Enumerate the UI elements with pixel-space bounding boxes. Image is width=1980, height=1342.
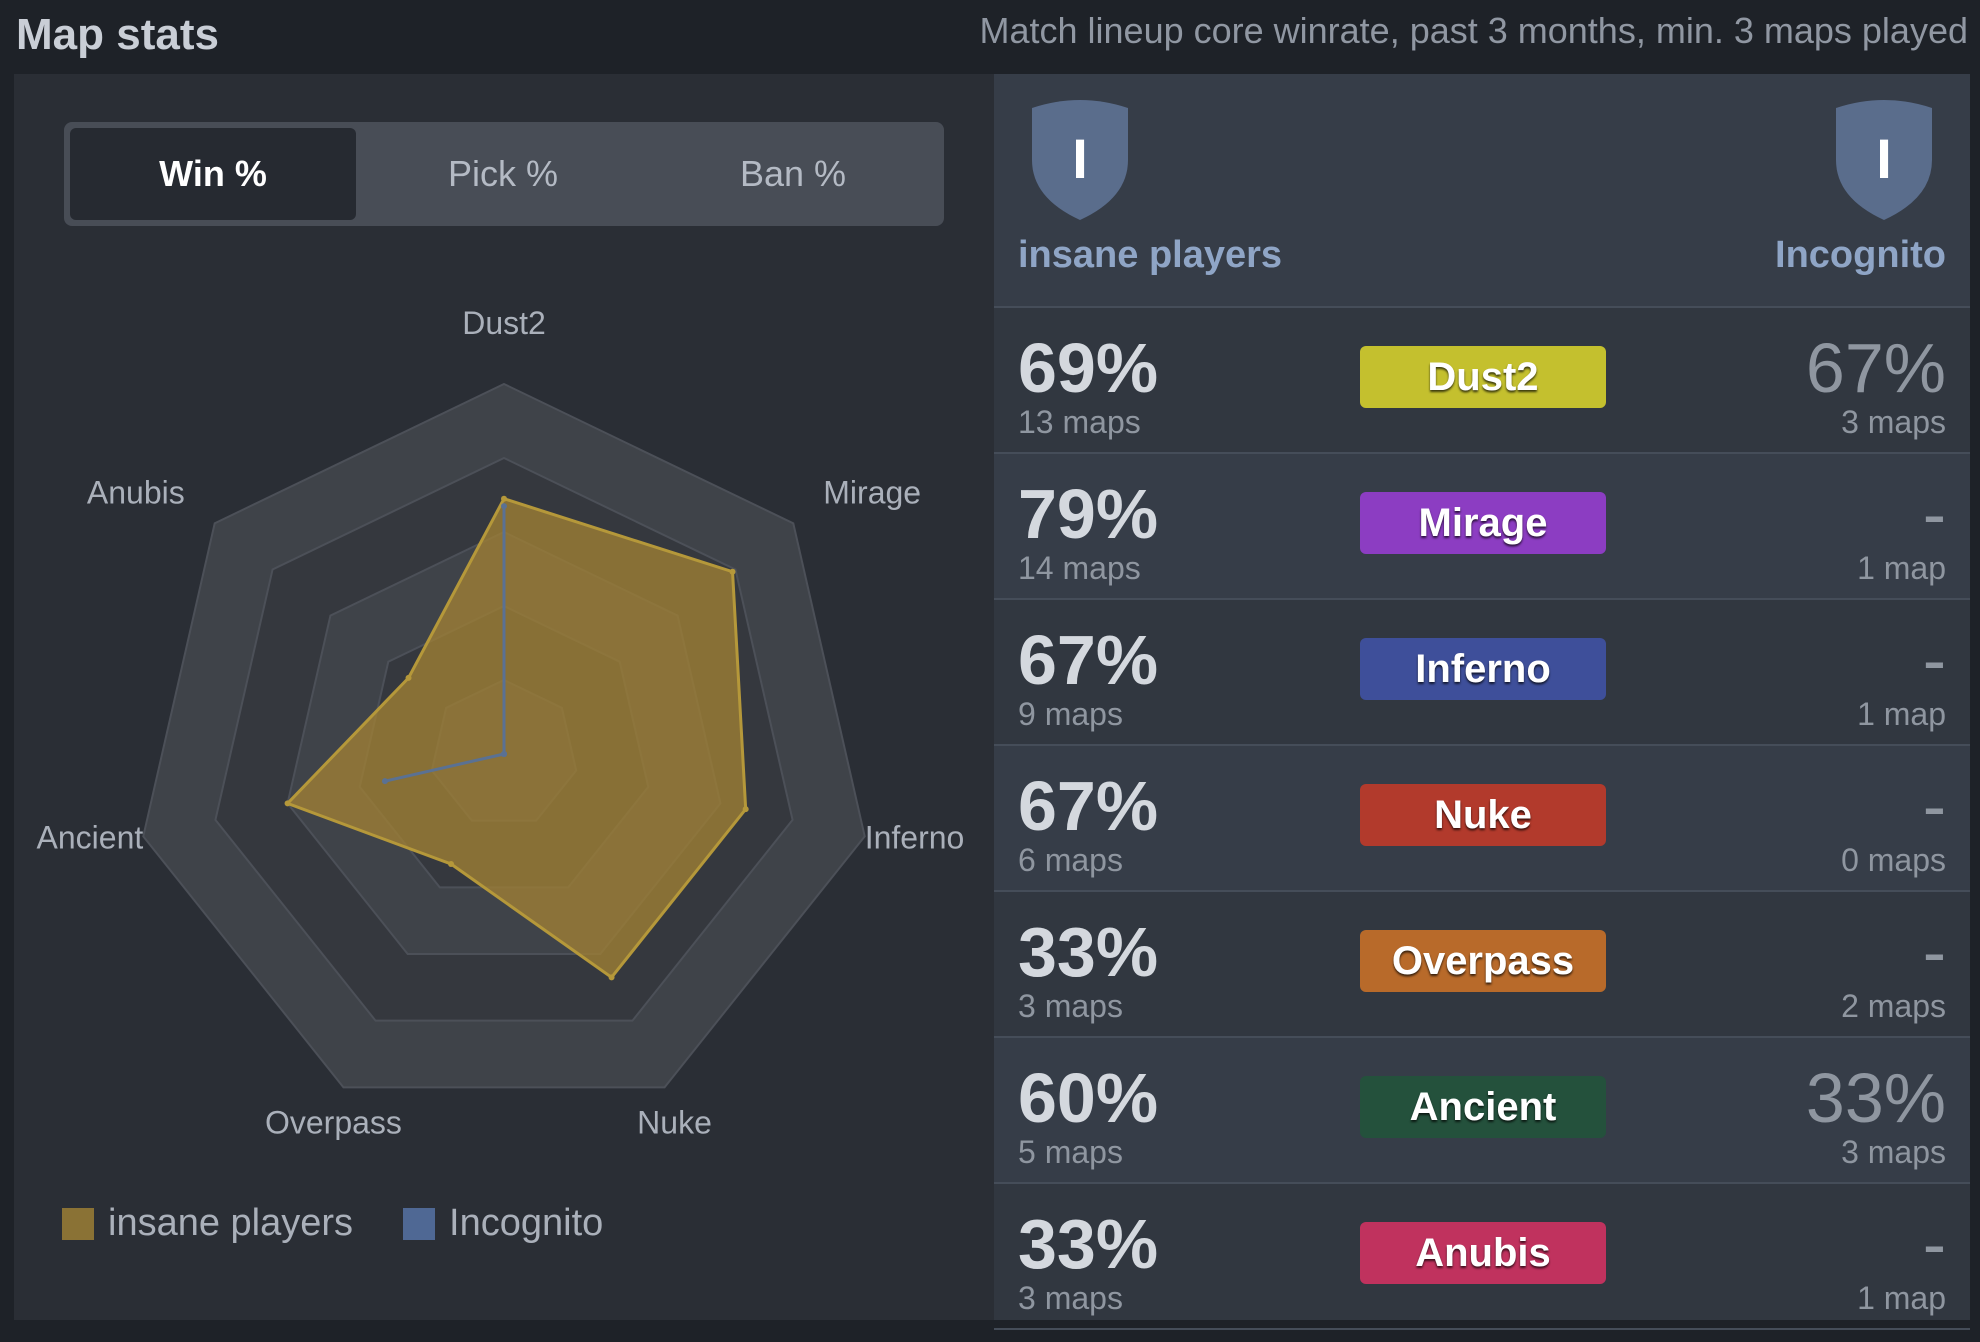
page-title: Map stats: [16, 10, 219, 59]
radar-point[interactable]: [284, 800, 291, 807]
map-stats-panel: I I insane players Incognito 69% 13 maps D…: [994, 74, 1970, 1330]
map-row-ancient[interactable]: 60% 5 maps Ancient 33% 3 maps: [994, 1038, 1970, 1184]
legend-swatch: [62, 1207, 94, 1240]
radar-point[interactable]: [405, 674, 412, 681]
legend-label: Incognito: [449, 1202, 604, 1244]
radar-point[interactable]: [608, 974, 615, 981]
team-logo-letter: I: [1876, 127, 1892, 190]
radar-axis-label-nuke: Nuke: [637, 1104, 712, 1140]
radar-axis-label-dust2: Dust2: [462, 305, 546, 341]
right-maps-played: 1 map: [1857, 1280, 1946, 1316]
left-winrate: 67%: [1018, 621, 1159, 699]
map-pill[interactable]: Ancient: [1360, 1076, 1606, 1138]
right-winrate: -: [1922, 767, 1946, 845]
radar-panel: Win % Pick % Ban % Dust2 Mirage Inferno Nuk…: [14, 74, 994, 1320]
left-winrate: 33%: [1018, 913, 1159, 991]
right-winrate: 33%: [1805, 1059, 1946, 1137]
right-winrate: -: [1922, 475, 1946, 553]
left-winrate: 60%: [1018, 1059, 1159, 1137]
legend-swatch: [403, 1207, 436, 1240]
left-maps-played: 13 maps: [1018, 404, 1141, 440]
legend-item-incognito: Incognito: [403, 1202, 603, 1245]
team-name-left[interactable]: insane players: [1018, 234, 1283, 276]
team-logo-incognito-icon[interactable]: I: [1828, 98, 1940, 222]
radar-series-insane-players[interactable]: [284, 496, 748, 980]
right-winrate: 67%: [1805, 329, 1946, 407]
radar-axis-label-ancient: Ancient: [37, 819, 144, 855]
chart-legend: insane players Incognito: [62, 1202, 653, 1245]
tab-win-pct[interactable]: Win %: [70, 128, 356, 220]
left-winrate: 67%: [1018, 767, 1159, 845]
left-maps-played: 3 maps: [1018, 1280, 1123, 1316]
map-pill[interactable]: Inferno: [1360, 638, 1606, 700]
radar-point[interactable]: [381, 778, 388, 785]
radar-point[interactable]: [742, 806, 749, 813]
tab-ban-pct[interactable]: Ban %: [739, 153, 847, 194]
team-name-right[interactable]: Incognito: [1775, 234, 1946, 276]
radar-point[interactable]: [729, 568, 736, 575]
radar-axis-label-overpass: Overpass: [265, 1104, 402, 1140]
team-logo-letter: I: [1072, 127, 1088, 190]
map-pill[interactable]: Nuke: [1360, 784, 1606, 846]
radar-chart: Dust2 Mirage Inferno Nuke Overpass Ancient Anu…: [37, 305, 965, 1140]
radar-point[interactable]: [501, 751, 507, 757]
right-winrate: -: [1922, 1205, 1946, 1283]
left-winrate: 33%: [1018, 1205, 1159, 1283]
team-header: I I insane players Incognito: [994, 74, 1970, 308]
right-maps-played: 1 map: [1857, 696, 1946, 732]
right-winrate: -: [1922, 913, 1946, 991]
map-pill[interactable]: Anubis: [1360, 1222, 1606, 1284]
legend-label: insane players: [108, 1202, 354, 1244]
left-maps-played: 3 maps: [1018, 988, 1123, 1024]
radar-axis-label-anubis: Anubis: [87, 474, 185, 510]
map-pill[interactable]: Overpass: [1360, 930, 1606, 992]
map-pill[interactable]: Mirage: [1360, 492, 1606, 554]
left-maps-played: 9 maps: [1018, 696, 1123, 732]
map-row-dust2[interactable]: 69% 13 maps Dust2 67% 3 maps: [994, 308, 1970, 454]
left-winrate: 79%: [1018, 475, 1159, 553]
map-pill[interactable]: Dust2: [1360, 346, 1606, 408]
right-maps-played: 2 maps: [1841, 988, 1946, 1024]
header: Map stats Match lineup core winrate, pas…: [0, 0, 1980, 74]
stat-tabs: Win % Pick % Ban %: [64, 122, 944, 226]
radar-point[interactable]: [448, 861, 455, 868]
left-winrate: 69%: [1018, 329, 1159, 407]
left-maps-played: 6 maps: [1018, 842, 1123, 878]
left-maps-played: 14 maps: [1018, 550, 1141, 586]
radar-point[interactable]: [501, 503, 507, 510]
radar-axis-label-inferno: Inferno: [865, 819, 965, 855]
radar-point[interactable]: [501, 495, 507, 502]
page-subtitle: Match lineup core winrate, past 3 months…: [979, 10, 1969, 51]
right-maps-played: 3 maps: [1841, 1134, 1946, 1170]
map-row-nuke[interactable]: 67% 6 maps Nuke -0 maps: [994, 746, 1970, 892]
left-maps-played: 5 maps: [1018, 1134, 1123, 1170]
legend-item-insane-players: insane players: [62, 1202, 353, 1245]
team-logo-insane-players-icon[interactable]: I: [1024, 98, 1136, 222]
radar-axis-label-mirage: Mirage: [823, 474, 921, 510]
right-maps-played: 3 maps: [1841, 404, 1946, 440]
map-row-anubis[interactable]: 33% 3 maps Anubis -1 map: [994, 1184, 1970, 1330]
right-maps-played: 1 map: [1857, 550, 1946, 586]
map-row-inferno[interactable]: 67% 9 maps Inferno -1 map: [994, 600, 1970, 746]
right-maps-played: 0 maps: [1841, 842, 1946, 878]
map-row-overpass[interactable]: 33% 3 maps Overpass -2 maps: [994, 892, 1970, 1038]
right-winrate: -: [1922, 621, 1946, 699]
map-row-mirage[interactable]: 79% 14 maps Mirage -1 map: [994, 454, 1970, 600]
tab-pick-pct[interactable]: Pick %: [447, 153, 559, 194]
